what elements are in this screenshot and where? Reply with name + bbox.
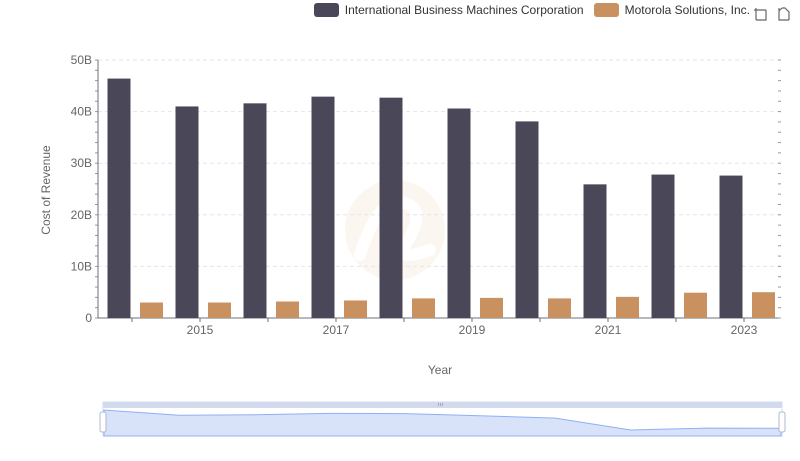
x-tick-label: 2017 — [323, 323, 350, 337]
bar-ibm[interactable] — [515, 121, 539, 319]
legend-swatch-ibm — [313, 3, 339, 17]
legend-item-motorola[interactable]: Motorola Solutions, Inc. — [593, 3, 750, 17]
grid — [98, 59, 778, 319]
y-tick-label: 0 — [85, 311, 92, 325]
bars — [107, 78, 775, 319]
bar-motorola[interactable] — [276, 301, 299, 318]
zoom-handle-left[interactable] — [99, 411, 107, 433]
bar-ibm[interactable] — [651, 174, 675, 318]
y-axis-label: Cost of Revenue — [39, 145, 53, 235]
bar-motorola[interactable] — [752, 292, 775, 318]
bar-ibm[interactable] — [719, 175, 743, 318]
zoom-preview-area — [103, 409, 782, 437]
zoom-drag-grip[interactable] — [438, 403, 443, 406]
legend-label-ibm: International Business Machines Corporat… — [344, 3, 584, 17]
x-tick-label: 2019 — [459, 323, 486, 337]
zoom-icon[interactable] — [752, 6, 768, 22]
x-axis: 2015 2017 2019 2021 2023 — [131, 318, 758, 337]
bar-motorola[interactable] — [480, 297, 503, 318]
y-axis: 0 10B 20B 30B 40B 50B — [71, 53, 781, 325]
legend-item-ibm[interactable]: International Business Machines Corporat… — [313, 3, 584, 17]
legend-swatch-motorola — [593, 3, 619, 17]
bar-ibm[interactable] — [583, 184, 607, 318]
restore-icon[interactable] — [776, 6, 792, 22]
legend-label-motorola: Motorola Solutions, Inc. — [624, 3, 750, 17]
bar-motorola[interactable] — [140, 302, 163, 318]
bar-ibm[interactable] — [447, 108, 471, 318]
bar-motorola[interactable] — [412, 298, 435, 318]
bar-ibm[interactable] — [175, 106, 199, 318]
y-tick-label: 30B — [71, 156, 92, 170]
x-tick-label: 2021 — [595, 323, 622, 337]
bar-motorola[interactable] — [684, 292, 707, 318]
toolbox — [752, 6, 792, 22]
bar-ibm[interactable] — [107, 78, 131, 319]
data-zoom-slider[interactable] — [99, 401, 786, 437]
y-tick-label: 10B — [71, 259, 92, 273]
x-tick-label: 2015 — [187, 323, 214, 337]
bar-ibm[interactable] — [243, 103, 267, 319]
y-tick-label: 40B — [71, 105, 92, 119]
bar-motorola[interactable] — [208, 302, 231, 318]
bar-ibm[interactable] — [311, 96, 335, 318]
y-tick-label: 20B — [71, 208, 92, 222]
bar-motorola[interactable] — [548, 298, 571, 318]
bar-motorola[interactable] — [616, 296, 639, 318]
bar-motorola[interactable] — [344, 300, 367, 318]
zoom-handle-right[interactable] — [778, 411, 786, 433]
x-axis-label: Year — [428, 363, 452, 377]
legend: International Business Machines Corporat… — [313, 3, 750, 17]
x-tick-label: 2023 — [731, 323, 758, 337]
y-tick-label: 50B — [71, 53, 92, 67]
bar-ibm[interactable] — [379, 97, 403, 318]
